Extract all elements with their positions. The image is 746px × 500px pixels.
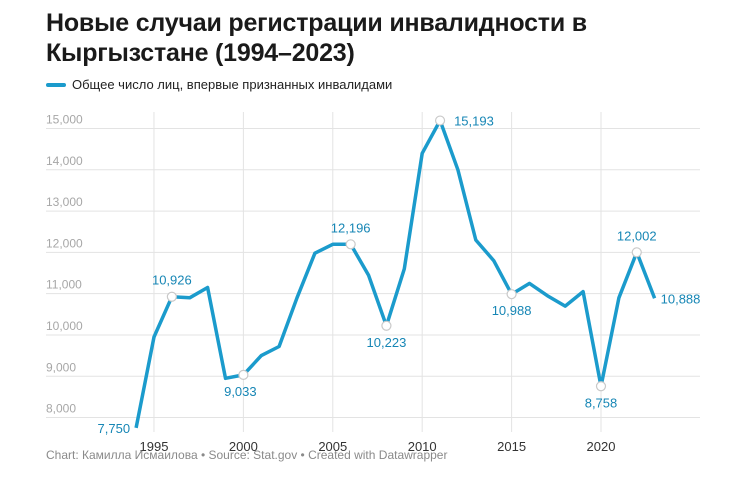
data-point bbox=[367, 273, 371, 277]
legend-swatch bbox=[46, 82, 66, 87]
data-point bbox=[313, 251, 317, 255]
chart-footer: Chart: Камилла Исмаилова • Source: Stat.… bbox=[46, 448, 448, 462]
y-tick-label: 13,000 bbox=[46, 195, 83, 209]
y-tick-label: 12,000 bbox=[46, 236, 83, 250]
data-point bbox=[188, 296, 192, 300]
data-label: 15,193 bbox=[454, 114, 494, 129]
data-label: 10,223 bbox=[367, 335, 407, 350]
data-point bbox=[152, 335, 156, 339]
y-tick-label: 9,000 bbox=[46, 360, 76, 374]
annotation-marker bbox=[506, 289, 517, 300]
y-tick-label: 10,000 bbox=[46, 319, 83, 333]
data-label: 10,926 bbox=[152, 273, 192, 288]
data-point bbox=[206, 285, 210, 289]
data-point bbox=[295, 296, 299, 300]
data-point bbox=[420, 151, 424, 155]
annotation-marker bbox=[345, 239, 356, 250]
x-tick-label: 2010 bbox=[408, 439, 437, 454]
data-point bbox=[617, 296, 621, 300]
data-point bbox=[331, 242, 335, 246]
data-point bbox=[259, 354, 263, 358]
annotation-marker bbox=[631, 247, 642, 258]
data-label: 9,033 bbox=[224, 384, 257, 399]
data-label: 12,002 bbox=[617, 228, 657, 243]
data-point bbox=[581, 290, 585, 294]
data-point bbox=[223, 376, 227, 380]
legend-label: Общее число лиц, впервые признанных инва… bbox=[72, 77, 393, 92]
x-tick-label: 2015 bbox=[497, 439, 526, 454]
x-tick-label: 2005 bbox=[318, 439, 347, 454]
chart-title: Новые случаи регистрации инвалидности в … bbox=[46, 9, 587, 67]
annotation-marker bbox=[434, 115, 446, 126]
annotation-marker bbox=[381, 320, 392, 331]
data-point bbox=[492, 259, 496, 263]
data-point bbox=[474, 238, 478, 242]
legend: Общее число лиц, впервые признанных инва… bbox=[46, 77, 392, 92]
y-tick-label: 15,000 bbox=[46, 113, 83, 127]
data-point bbox=[277, 345, 281, 349]
data-point bbox=[134, 426, 138, 430]
x-tick-label: 1995 bbox=[140, 439, 169, 454]
annotation-marker bbox=[238, 369, 249, 380]
data-label: 8,758 bbox=[585, 395, 618, 410]
data-label: 12,196 bbox=[331, 220, 371, 235]
data-point bbox=[527, 281, 531, 285]
annotation-marker bbox=[166, 291, 177, 302]
annotation-marker bbox=[595, 381, 607, 392]
data-point bbox=[456, 168, 460, 172]
y-tick-label: 14,000 bbox=[46, 154, 83, 168]
x-tick-label: 2000 bbox=[229, 439, 258, 454]
data-label: 10,988 bbox=[492, 303, 532, 318]
y-tick-label: 8,000 bbox=[46, 402, 76, 416]
data-point bbox=[402, 267, 406, 271]
data-point bbox=[563, 304, 567, 308]
data-point bbox=[653, 296, 657, 300]
data-label: 7,750 bbox=[98, 421, 131, 436]
y-tick-label: 11,000 bbox=[46, 278, 82, 292]
data-label: 10,888 bbox=[661, 291, 701, 306]
x-tick-label: 2020 bbox=[587, 439, 616, 454]
series-line-0 bbox=[134, 118, 657, 429]
data-point bbox=[545, 294, 549, 298]
